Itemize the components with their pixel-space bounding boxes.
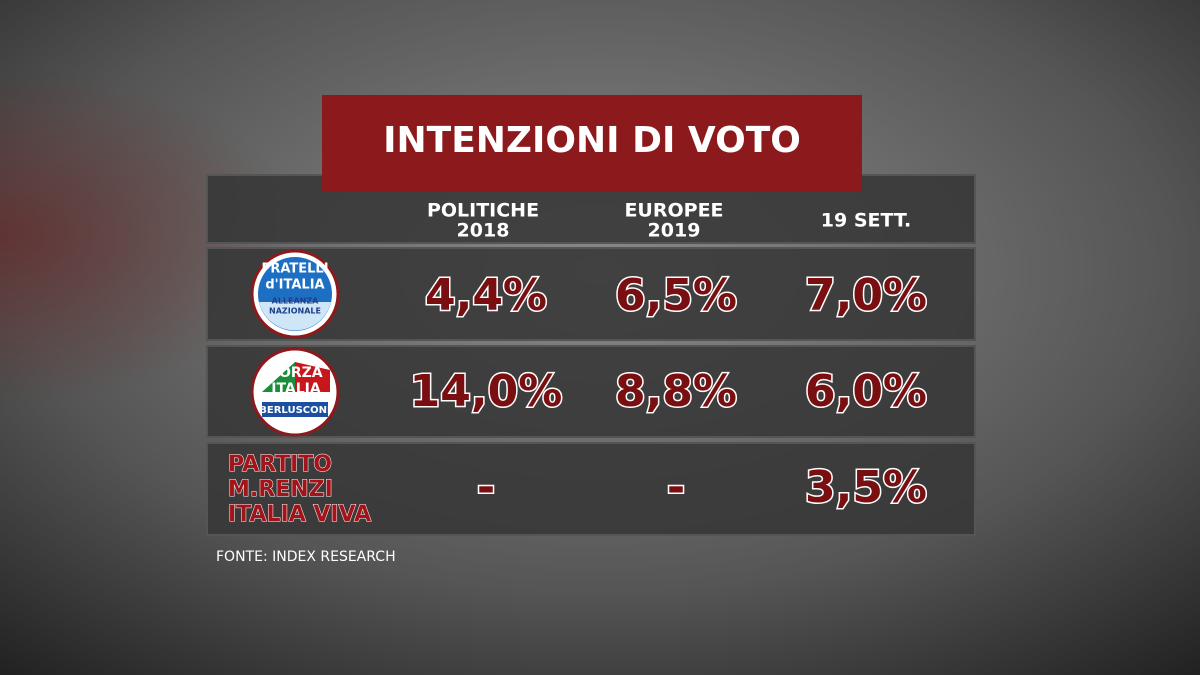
cell-value: 6,0% <box>805 366 927 417</box>
logo-text: d'ITALIA <box>265 278 324 293</box>
logo-text: ITALIA <box>271 381 321 397</box>
logo-text: FORZA <box>269 365 322 381</box>
source: FONTE: INDEX RESEARCH <box>216 549 396 565</box>
logo-text: NAZIONALE <box>269 307 321 316</box>
column-header: EUROPEE <box>624 200 723 222</box>
title-box <box>322 95 862 192</box>
logo-text: BERLUSCONI <box>259 405 330 416</box>
cell-value: 14,0% <box>410 366 563 417</box>
cell-value: - <box>477 462 495 513</box>
cell-value: 4,4% <box>425 270 547 321</box>
row-label: PARTITO <box>228 452 332 477</box>
cell-value: 3,5% <box>805 462 927 513</box>
table-row <box>206 442 976 536</box>
cell-value: - <box>667 462 685 513</box>
logo-fi: FORZA ITALIA BERLUSCONI <box>250 347 340 437</box>
cell-value: 6,5% <box>615 270 737 321</box>
row-label: M.RENZI <box>228 477 333 502</box>
column-header: 2018 <box>457 220 510 242</box>
logo-fdi: FRATELLI d'ITALIA ALLEANZA NAZIONALE <box>250 249 340 339</box>
column-header: 19 SETT. <box>821 210 911 232</box>
title: INTENZIONI DI VOTO <box>383 120 801 161</box>
row-label: ITALIA VIVA <box>228 502 371 527</box>
logo-text: FRATELLI <box>261 262 328 277</box>
table-row <box>206 247 976 341</box>
column-header: POLITICHE <box>427 200 539 222</box>
column-header: 2019 <box>648 220 701 242</box>
logo-text: ALLEANZA <box>272 297 320 306</box>
cell-value: 7,0% <box>805 270 927 321</box>
cell-value: 8,8% <box>615 366 737 417</box>
